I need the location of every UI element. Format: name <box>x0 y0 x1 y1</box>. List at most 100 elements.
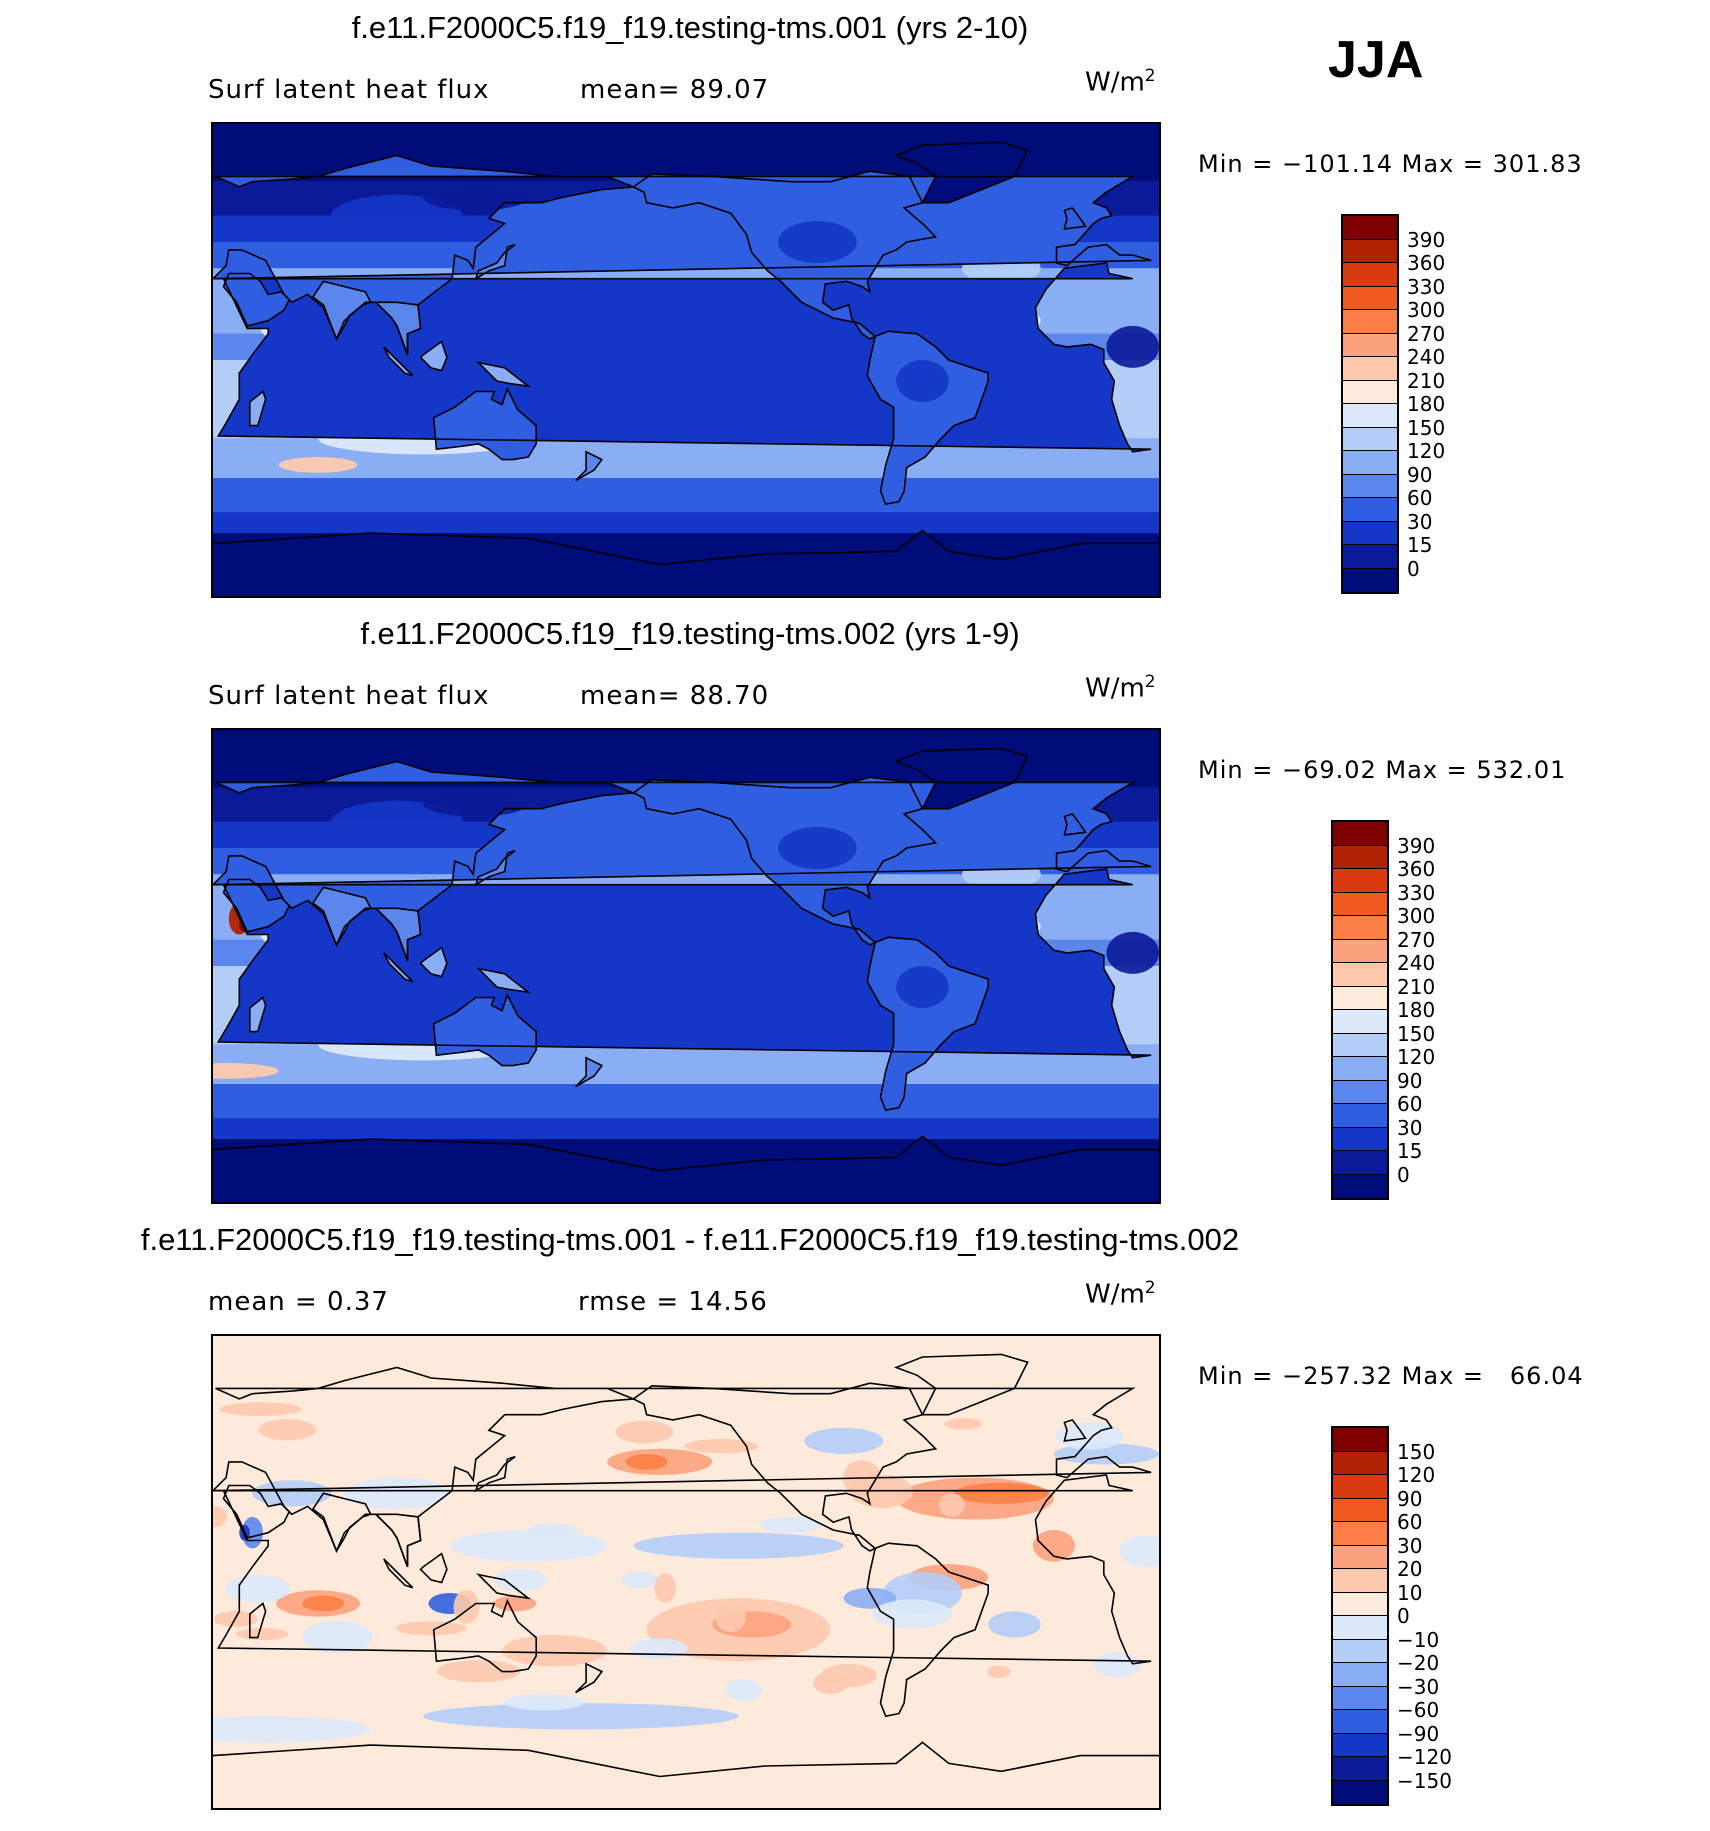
colorbar-cell <box>1333 1545 1387 1569</box>
coastline-africa <box>213 1474 1152 1665</box>
colorbar-tick-label: 330 <box>1397 880 1436 905</box>
colorbar-cell <box>1333 916 1387 940</box>
coastline-japan <box>474 1455 516 1493</box>
colorbar-tick-label: 120 <box>1397 1463 1436 1487</box>
coastline-uk <box>1063 1418 1087 1442</box>
field-contour <box>331 194 463 237</box>
colorbar-tick-label: 390 <box>1397 833 1436 858</box>
land-field-india <box>312 281 371 339</box>
coastline-nz <box>575 1662 604 1694</box>
field-contour <box>628 1638 688 1660</box>
colorbar-cell <box>1333 1080 1387 1104</box>
field-contour <box>494 1595 537 1612</box>
colorbar-tick-label: 60 <box>1407 486 1433 510</box>
units-label: W/m2 <box>1085 66 1156 98</box>
land-field-northamerica <box>633 171 936 339</box>
colorbar-cell <box>1343 404 1397 428</box>
colorbar-cell <box>1343 427 1397 451</box>
field-contour <box>236 1627 289 1641</box>
colorbar-tick-label: 120 <box>1397 1045 1436 1069</box>
coastline-madagascar <box>248 1602 267 1639</box>
colorbar-cell <box>1333 1057 1387 1081</box>
panel-case-002: f.e11.F2000C5.f19_f19.testing-tms.002 (y… <box>0 606 1710 1216</box>
rmse-label: rmse = 14.56 <box>578 1287 768 1317</box>
colorbar-cell <box>1333 1475 1387 1499</box>
coastline-newguinea <box>475 967 532 994</box>
field-contour <box>437 1660 521 1683</box>
field-background <box>213 1336 1159 1808</box>
coastline-australia <box>432 386 538 461</box>
panel-case-001: f.e11.F2000C5.f19_f19.testing-tms.001 (y… <box>0 0 1710 610</box>
colorbar-tick-label: 390 <box>1407 227 1446 252</box>
land-field-eurasia <box>213 155 1152 355</box>
colorbar-cell <box>1343 451 1397 475</box>
land-field-greenland <box>896 142 1028 203</box>
field-contour <box>226 1575 291 1603</box>
colorbar-tick-label: 360 <box>1407 251 1446 275</box>
field-contour <box>423 1703 739 1730</box>
field-contour <box>494 1568 547 1591</box>
coastline-greenland <box>893 747 1029 810</box>
colorbar-cell <box>1333 1757 1387 1781</box>
colorbar-tick-label: 90 <box>1397 1068 1423 1093</box>
colorbar-cell <box>1343 498 1397 522</box>
colorbar-tick-label: 180 <box>1407 392 1446 416</box>
land-field-southamerica <box>867 331 989 505</box>
land-field-southamerica <box>867 937 989 1111</box>
land-field-japan <box>475 244 516 279</box>
coastline-seasia <box>373 1513 422 1568</box>
coastline-sumatra <box>383 1558 414 1589</box>
land-field-japan <box>475 850 516 885</box>
coastline-arabia <box>222 878 291 933</box>
field-contour <box>213 1716 371 1743</box>
mean-label: mean = 0.37 <box>208 1287 389 1317</box>
field-contour <box>987 1665 1011 1679</box>
map-plot <box>211 122 1161 598</box>
colorbar-cell <box>1333 822 1387 846</box>
land-field-antarctica <box>213 1136 1159 1202</box>
colorbar-tick-label: 0 <box>1397 1604 1410 1628</box>
field-contour <box>213 1506 228 1528</box>
colorbar-cell <box>1333 1569 1387 1593</box>
coastline-india <box>311 1492 372 1553</box>
coastline-madagascar <box>248 390 267 427</box>
field-contour <box>502 1634 608 1667</box>
coastline-antarctica <box>213 529 1159 566</box>
field-contour <box>777 827 857 869</box>
coastline-nz <box>575 1056 604 1088</box>
field-contour <box>715 1601 746 1633</box>
colorbar-tick-label: −60 <box>1397 1698 1440 1722</box>
land-field-arabia <box>223 273 290 326</box>
field-band <box>213 512 1159 534</box>
field-contour <box>684 1438 759 1454</box>
field-contour <box>813 1671 849 1695</box>
colorbar-cell <box>1333 1428 1387 1452</box>
coastline-arabia <box>222 1484 291 1539</box>
coastline-africa <box>213 868 1152 1059</box>
coastline-japan <box>474 243 516 281</box>
land-field-uk <box>1064 207 1086 229</box>
panel-difference: f.e11.F2000C5.f19_f19.testing-tms.001 - … <box>0 1212 1710 1822</box>
field-contour <box>843 1587 897 1609</box>
coastline-northamerica <box>631 1382 938 1552</box>
land-field-newguinea <box>478 362 529 387</box>
field-contour <box>872 1599 952 1629</box>
colorbar-cell <box>1333 1710 1387 1734</box>
colorbar-cell <box>1343 521 1397 545</box>
land-field-greenland <box>896 748 1028 809</box>
colorbar-tick-label: −30 <box>1397 1674 1440 1699</box>
colorbar-cell <box>1333 1451 1387 1475</box>
field-contour <box>896 966 949 1008</box>
field-contour <box>777 221 857 263</box>
colorbar-cell <box>1343 263 1397 287</box>
field-contour <box>633 1532 844 1559</box>
colorbar-cell <box>1333 1151 1387 1175</box>
coastline-india <box>311 280 372 341</box>
colorbar-cell <box>1343 474 1397 498</box>
min-max-label: Min = −69.02 Max = 532.01 <box>1198 756 1567 784</box>
colorbar-cell <box>1333 963 1387 987</box>
min-max-label: Min = −257.32 Max = 66.04 <box>1198 1362 1584 1390</box>
colorbar-cell <box>1333 1010 1387 1034</box>
field-contour <box>1106 325 1159 368</box>
colorbar-cell <box>1333 939 1387 963</box>
